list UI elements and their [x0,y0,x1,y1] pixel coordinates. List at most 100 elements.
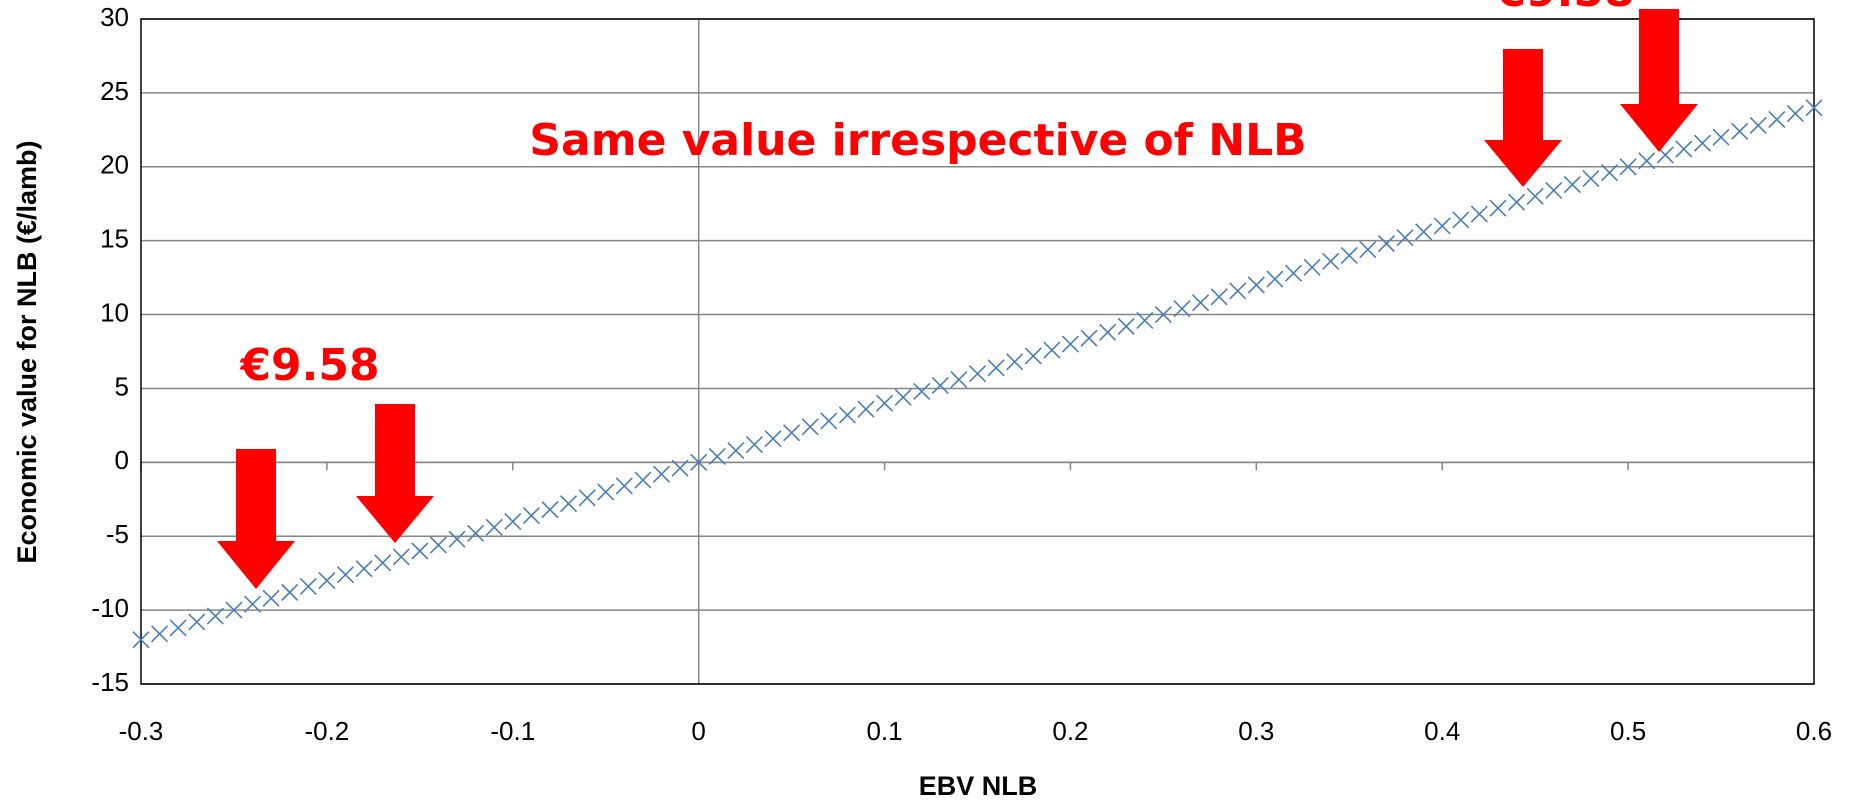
marker [188,613,206,631]
marker [1266,270,1284,288]
y-tick-label: 0 [115,445,129,475]
marker [783,424,801,442]
marker [1600,164,1619,182]
arrow [217,449,295,589]
marker [169,619,187,637]
y-axis-label: Economic value for NLB (€/lamb) [12,140,42,563]
marker [336,566,355,584]
plot: -15 -10 -5 0 5 10 15 20 25 30 -0.3 -0.2 -0.1 0 0.1 0.2 0… [91,2,1832,746]
marker [1024,347,1042,365]
x-axis-label: EBV NLB [919,771,1038,801]
marker [262,589,280,607]
marker [1229,282,1247,300]
marker [838,406,856,424]
marker [1508,193,1526,211]
marker [1693,134,1712,152]
marker [857,400,875,418]
marker [968,365,987,383]
y-tick-label: -5 [106,519,129,549]
marker [1489,199,1507,217]
marker [1192,294,1210,312]
y-tick-label: -10 [91,593,129,623]
marker [1247,276,1265,294]
marker [801,418,819,436]
marker [1154,305,1172,324]
marker [429,536,447,554]
marker [1749,116,1767,134]
marker [318,571,336,590]
x-tick-label: 0.2 [1052,716,1088,746]
marker [727,441,745,460]
marker [559,495,578,513]
marker [1061,335,1080,353]
marker [522,506,540,525]
arrow [356,404,434,543]
x-tick-label: -0.1 [490,716,535,746]
marker [225,601,243,619]
marker [411,542,429,560]
marker [615,477,633,495]
x-tick-label: 0.6 [1796,716,1832,746]
y-tick-label: 25 [100,76,129,106]
y-tick-label: 15 [100,224,129,254]
marker [541,501,559,519]
marker [299,577,317,596]
marker [1452,211,1470,229]
marker [243,595,262,613]
marker [913,382,931,400]
marker [1043,341,1061,359]
marker [1619,158,1637,176]
marker [1526,187,1544,205]
marker [1712,128,1730,146]
arrow [1620,9,1698,152]
arrow [1484,49,1562,187]
marker [875,394,894,412]
marker [1210,288,1228,306]
annotation: €9.58 [239,340,379,391]
marker [1284,264,1303,282]
marker [1173,300,1191,318]
marker [690,453,708,471]
x-tick-label: 0.1 [866,716,902,746]
marker [1136,311,1154,330]
marker [1638,152,1656,170]
marker [597,483,615,501]
marker [1322,252,1340,270]
marker [1377,235,1396,253]
marker [764,430,782,448]
marker [1731,122,1749,140]
marker [448,530,466,548]
marker [634,471,652,489]
marker [132,631,150,649]
y-tick-label: 10 [100,297,129,327]
marker [374,554,392,572]
marker [1768,110,1786,129]
marker [392,548,410,566]
marker [1786,105,1804,123]
marker [1805,99,1823,117]
marker [671,459,689,477]
x-tick-label: 0 [691,716,705,746]
marker [652,465,671,483]
marker [1340,246,1358,265]
annotation: €9.58 [1494,0,1634,17]
marker [578,489,596,507]
annotation: Same value irrespective of NLB [529,115,1306,166]
marker [1359,240,1377,259]
arrows [217,9,1698,589]
marker [1582,170,1600,188]
marker [1563,175,1581,194]
marker [931,376,949,395]
y-tick-label: 20 [100,150,129,180]
marker [708,447,726,465]
marker [1396,229,1414,247]
marker [894,388,912,406]
y-tick-label: 5 [115,371,129,401]
marker [1545,181,1563,199]
marker [467,524,485,542]
marker [820,412,838,430]
marker [745,436,763,454]
marker [1415,223,1433,241]
x-tick-label: 0.3 [1238,716,1274,746]
